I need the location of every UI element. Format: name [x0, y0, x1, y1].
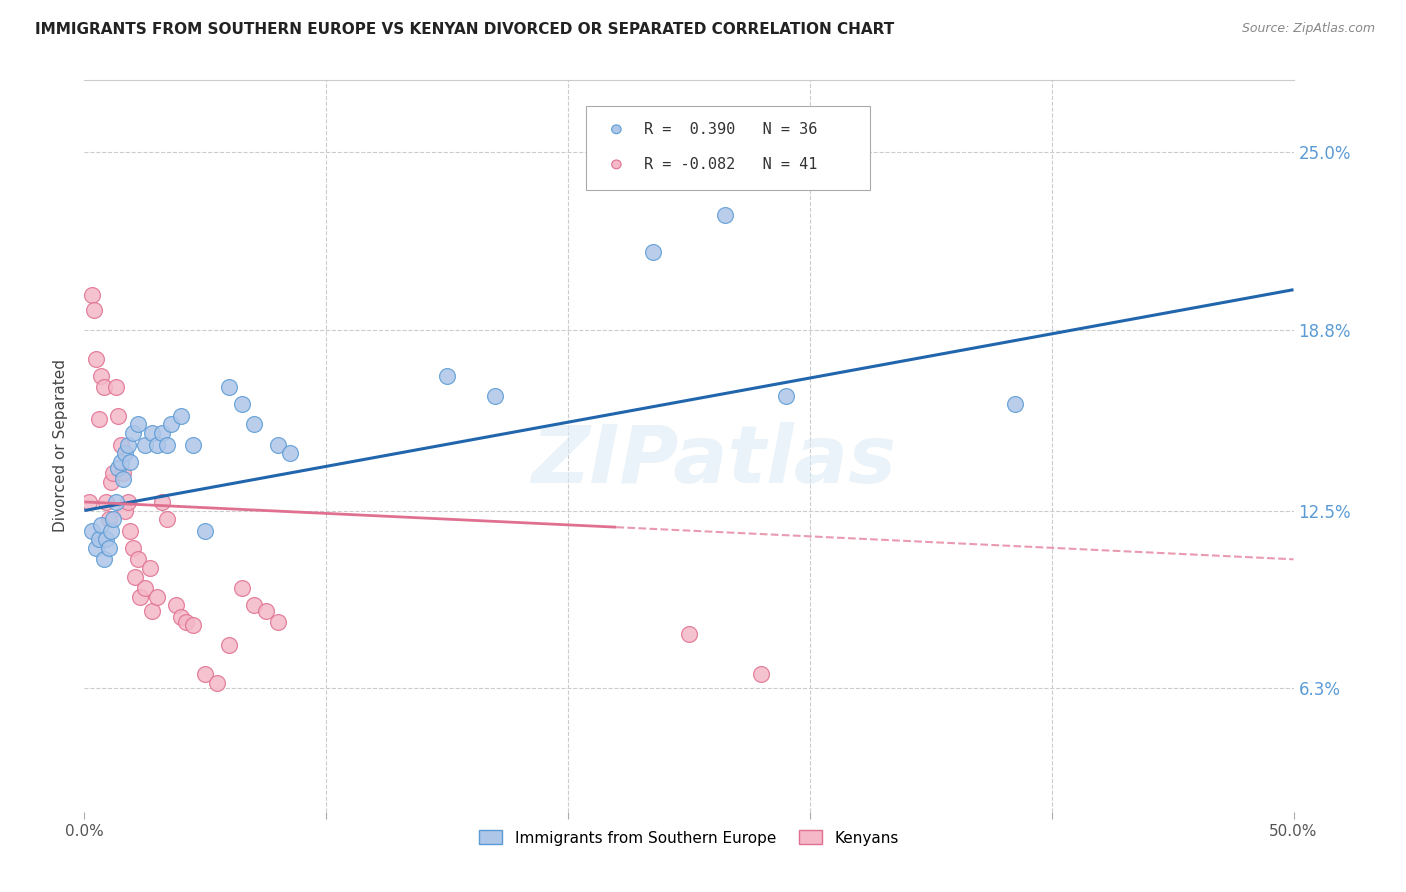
Point — [114, 446, 136, 460]
Ellipse shape — [612, 125, 621, 134]
Ellipse shape — [612, 160, 621, 169]
Y-axis label: Divorced or Separated: Divorced or Separated — [53, 359, 69, 533]
Point — [138, 561, 160, 575]
Text: IMMIGRANTS FROM SOUTHERN EUROPE VS KENYAN DIVORCED OR SEPARATED CORRELATION CHAR: IMMIGRANTS FROM SOUTHERN EUROPE VS KENYA… — [35, 22, 894, 37]
Point — [107, 460, 129, 475]
Point — [170, 609, 193, 624]
Point — [194, 524, 217, 538]
Point — [267, 615, 290, 630]
Point — [87, 411, 110, 425]
Point — [231, 581, 253, 595]
Point — [218, 638, 240, 652]
Point — [127, 552, 149, 566]
Point — [117, 495, 139, 509]
Point — [181, 437, 204, 451]
Point — [97, 541, 120, 555]
Point — [94, 495, 117, 509]
Point — [83, 302, 105, 317]
Point — [124, 569, 146, 583]
Point — [155, 437, 177, 451]
Point — [1004, 397, 1026, 411]
Point — [267, 437, 290, 451]
Point — [141, 604, 163, 618]
Point — [775, 389, 797, 403]
Point — [170, 409, 193, 423]
Point — [80, 288, 103, 302]
Point — [110, 455, 132, 469]
Point — [207, 675, 229, 690]
Point — [134, 581, 156, 595]
Point — [100, 475, 122, 489]
Point — [484, 389, 506, 403]
Point — [90, 368, 112, 383]
Point — [104, 380, 127, 394]
Point — [194, 667, 217, 681]
Point — [254, 604, 277, 618]
Point — [117, 437, 139, 451]
Point — [120, 455, 142, 469]
FancyBboxPatch shape — [586, 106, 870, 190]
Point — [94, 533, 117, 547]
Point — [714, 208, 737, 222]
Point — [112, 472, 135, 486]
Point — [155, 512, 177, 526]
Point — [231, 397, 253, 411]
Point — [242, 598, 264, 612]
Text: ZIPatlas: ZIPatlas — [530, 422, 896, 500]
Text: R =  0.390   N = 36: R = 0.390 N = 36 — [644, 122, 817, 136]
Point — [114, 503, 136, 517]
Point — [103, 512, 125, 526]
Point — [181, 618, 204, 632]
Point — [127, 417, 149, 432]
Point — [120, 524, 142, 538]
Point — [77, 495, 100, 509]
Point — [678, 627, 700, 641]
Text: R = -0.082   N = 41: R = -0.082 N = 41 — [644, 157, 817, 172]
Text: Source: ZipAtlas.com: Source: ZipAtlas.com — [1241, 22, 1375, 36]
Point — [93, 380, 115, 394]
Point — [218, 380, 240, 394]
Point — [436, 368, 458, 383]
Point — [104, 495, 127, 509]
Point — [103, 467, 125, 481]
Point — [146, 437, 169, 451]
Point — [86, 351, 108, 366]
Point — [160, 417, 183, 432]
Point — [165, 598, 187, 612]
Point — [100, 524, 122, 538]
Point — [87, 533, 110, 547]
Point — [134, 437, 156, 451]
Point — [121, 426, 143, 441]
Point — [80, 524, 103, 538]
Point — [150, 426, 173, 441]
Point — [751, 667, 773, 681]
Legend: Immigrants from Southern Europe, Kenyans: Immigrants from Southern Europe, Kenyans — [474, 824, 904, 852]
Point — [150, 495, 173, 509]
Point — [278, 446, 301, 460]
Point — [242, 417, 264, 432]
Point — [110, 437, 132, 451]
Point — [107, 409, 129, 423]
Point — [146, 590, 169, 604]
Point — [641, 245, 664, 260]
Point — [141, 426, 163, 441]
Point — [112, 467, 135, 481]
Point — [90, 517, 112, 532]
Point — [129, 590, 152, 604]
Point — [86, 541, 108, 555]
Point — [174, 615, 197, 630]
Point — [121, 541, 143, 555]
Point — [97, 512, 120, 526]
Point — [93, 552, 115, 566]
